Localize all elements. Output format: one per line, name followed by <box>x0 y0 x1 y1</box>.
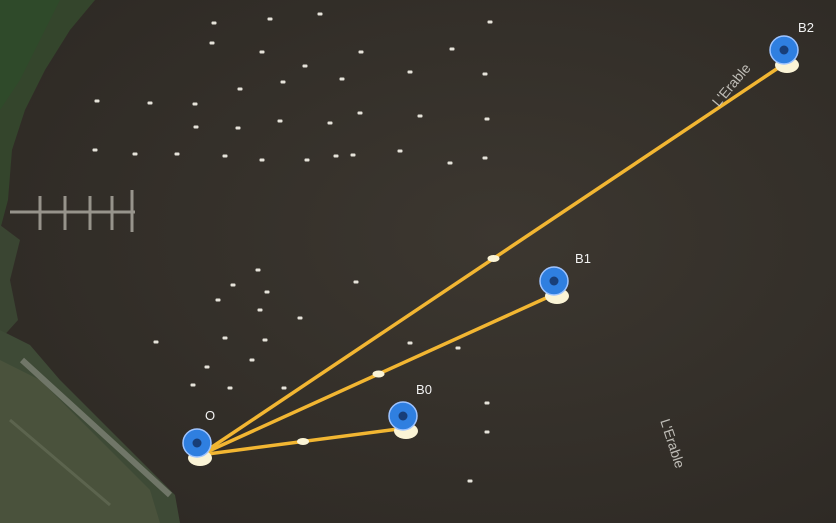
boat <box>153 340 159 344</box>
boat <box>304 158 310 162</box>
route-waypoint <box>297 438 309 445</box>
dock-structure <box>10 190 135 232</box>
boat <box>484 401 490 405</box>
boat <box>147 101 153 105</box>
marker-b1[interactable]: B1 <box>539 251 591 304</box>
boat <box>230 283 236 287</box>
boat <box>397 149 403 153</box>
boat <box>132 152 138 156</box>
boat <box>237 87 243 91</box>
boat <box>267 17 273 21</box>
map-markers[interactable]: O B0 B1 B2 <box>182 20 814 466</box>
boat <box>211 21 217 25</box>
moored-boats <box>92 12 493 483</box>
boat <box>297 316 303 320</box>
boat <box>192 102 198 106</box>
boat <box>484 117 490 121</box>
boat <box>353 280 359 284</box>
map-pin-icon <box>539 266 569 296</box>
boat <box>255 268 261 272</box>
boat <box>482 156 488 160</box>
boat <box>190 383 196 387</box>
boat <box>215 298 221 302</box>
marker-label: B0 <box>416 382 432 397</box>
map-pin-icon <box>769 35 799 65</box>
boat <box>222 336 228 340</box>
boat <box>350 153 356 157</box>
boat <box>94 99 100 103</box>
boat <box>222 154 228 158</box>
marker-label: B1 <box>575 251 591 266</box>
boat <box>264 290 270 294</box>
boat <box>235 126 241 130</box>
boat <box>259 158 265 162</box>
boat <box>249 358 255 362</box>
boat <box>209 41 215 45</box>
boat <box>317 12 323 16</box>
shoreline-land <box>0 0 180 523</box>
route-lines <box>198 60 789 457</box>
boat <box>482 72 488 76</box>
map-pin-icon <box>388 401 418 431</box>
route-waypoint <box>487 255 500 262</box>
boat <box>417 114 423 118</box>
boat <box>484 430 490 434</box>
marker-label: B2 <box>798 20 814 35</box>
boat <box>302 64 308 68</box>
map-pin-icon <box>182 428 212 458</box>
boat <box>407 341 413 345</box>
boat <box>455 346 461 350</box>
boat <box>339 77 345 81</box>
boat <box>259 50 265 54</box>
boat <box>327 121 333 125</box>
route-waypoint <box>372 370 385 378</box>
boat <box>204 365 210 369</box>
marker-b2[interactable]: B2 <box>769 20 814 73</box>
marker-b0[interactable]: B0 <box>388 382 432 439</box>
boat <box>257 308 263 312</box>
boat <box>449 47 455 51</box>
boat <box>262 338 268 342</box>
boat <box>407 70 413 74</box>
boat <box>280 80 286 84</box>
boat <box>174 152 180 156</box>
boat <box>333 154 339 158</box>
boat <box>277 119 283 123</box>
boat <box>447 161 453 165</box>
boat <box>487 20 493 24</box>
boat <box>281 386 287 390</box>
boat <box>467 479 473 483</box>
boat <box>227 386 233 390</box>
boat <box>358 50 364 54</box>
marker-o[interactable]: O <box>182 408 215 466</box>
marker-label: O <box>205 408 215 423</box>
boat <box>193 125 199 129</box>
boat <box>357 111 363 115</box>
boat <box>92 148 98 152</box>
